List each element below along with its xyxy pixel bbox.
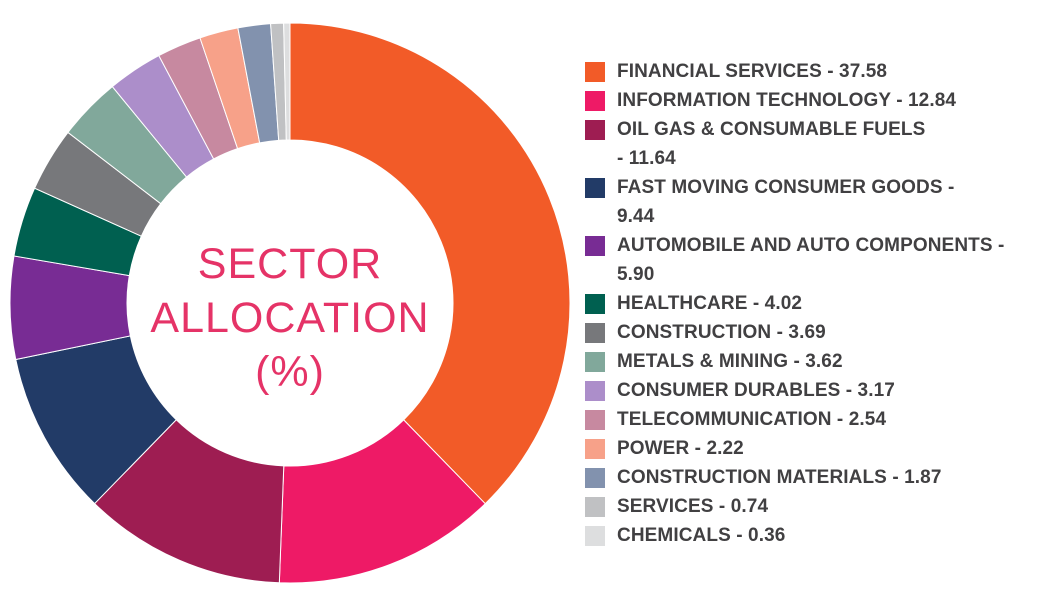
- legend-label: POWER - 2.22: [617, 434, 744, 463]
- legend-label: FINANCIAL SERVICES - 37.58: [617, 57, 887, 86]
- legend-color-swatch: [585, 497, 605, 517]
- legend-label-line: CHEMICALS - 0.36: [617, 525, 786, 546]
- legend-label: SERVICES - 0.74: [617, 492, 768, 521]
- legend-color-swatch: [585, 468, 605, 488]
- donut-chart-area: SECTOR ALLOCATION (%): [9, 22, 571, 584]
- legend-label: INFORMATION TECHNOLOGY - 12.84: [617, 86, 956, 115]
- legend-color-swatch: [585, 323, 605, 343]
- legend-color-swatch: [585, 178, 605, 198]
- legend-color-swatch: [585, 410, 605, 430]
- legend-label-line: OIL GAS & CONSUMABLE FUELS: [617, 119, 926, 140]
- legend-label: METALS & MINING - 3.62: [617, 347, 843, 376]
- legend-label-line: 9.44: [617, 206, 655, 227]
- legend-color-swatch: [585, 236, 605, 256]
- legend-color-swatch: [585, 439, 605, 459]
- legend: FINANCIAL SERVICES - 37.58 INFORMATION T…: [585, 57, 1037, 550]
- legend-label: CONSTRUCTION - 3.69: [617, 318, 826, 347]
- legend-item-financial-services: FINANCIAL SERVICES - 37.58: [585, 57, 1037, 86]
- legend-label-line: TELECOMMUNICATION - 2.54: [617, 409, 887, 430]
- legend-label-line: CONSUMER DURABLES - 3.17: [617, 380, 895, 401]
- legend-item-information-technology: INFORMATION TECHNOLOGY - 12.84: [585, 86, 1037, 115]
- legend-label-line: CONSTRUCTION - 3.69: [617, 322, 826, 343]
- legend-label: FAST MOVING CONSUMER GOODS - 9.44: [617, 173, 954, 231]
- legend-label-line: 5.90: [617, 264, 655, 285]
- legend-item-power: POWER - 2.22: [585, 434, 1037, 463]
- donut-segment-financial-services: [289, 22, 571, 505]
- legend-item-fast-moving-consumer-goods: FAST MOVING CONSUMER GOODS - 9.44: [585, 173, 1037, 231]
- legend-color-swatch: [585, 62, 605, 82]
- legend-item-consumer-durables: CONSUMER DURABLES - 3.17: [585, 376, 1037, 405]
- legend-item-telecommunication: TELECOMMUNICATION - 2.54: [585, 405, 1037, 434]
- legend-label-line: CONSTRUCTION MATERIALS - 1.87: [617, 467, 942, 488]
- donut-segment-chemicals: [283, 22, 291, 141]
- legend-label: CONSUMER DURABLES - 3.17: [617, 376, 895, 405]
- legend-label-line: POWER - 2.22: [617, 438, 744, 459]
- legend-item-automobile-and-auto-components: AUTOMOBILE AND AUTO COMPONENTS - 5.90: [585, 231, 1037, 289]
- legend-color-swatch: [585, 294, 605, 314]
- legend-label-line: INFORMATION TECHNOLOGY - 12.84: [617, 90, 957, 111]
- legend-item-services: SERVICES - 0.74: [585, 492, 1037, 521]
- legend-label: TELECOMMUNICATION - 2.54: [617, 405, 886, 434]
- legend-color-swatch: [585, 381, 605, 401]
- legend-label-line: FAST MOVING CONSUMER GOODS -: [617, 177, 955, 198]
- legend-item-construction: CONSTRUCTION - 3.69: [585, 318, 1037, 347]
- legend-label-line: METALS & MINING - 3.62: [617, 351, 843, 372]
- legend-label: AUTOMOBILE AND AUTO COMPONENTS - 5.90: [617, 231, 1004, 289]
- legend-item-metals-mining: METALS & MINING - 3.62: [585, 347, 1037, 376]
- legend-label: HEALTHCARE - 4.02: [617, 289, 802, 318]
- legend-label-line: FINANCIAL SERVICES - 37.58: [617, 61, 888, 82]
- legend-label-line: SERVICES - 0.74: [617, 496, 769, 517]
- legend-color-swatch: [585, 352, 605, 372]
- legend-label-line: HEALTHCARE - 4.02: [617, 293, 803, 314]
- legend-color-swatch: [585, 120, 605, 140]
- legend-item-oil-gas-consumable-fuels: OIL GAS & CONSUMABLE FUELS - 11.64: [585, 115, 1037, 173]
- legend-label-line: - 11.64: [617, 148, 676, 169]
- legend-color-swatch: [585, 526, 605, 546]
- legend-item-chemicals: CHEMICALS - 0.36: [585, 521, 1037, 550]
- legend-color-swatch: [585, 91, 605, 111]
- legend-label-line: AUTOMOBILE AND AUTO COMPONENTS -: [617, 235, 1005, 256]
- legend-label: CHEMICALS - 0.36: [617, 521, 785, 550]
- legend-label: CONSTRUCTION MATERIALS - 1.87: [617, 463, 942, 492]
- donut-chart: [9, 22, 571, 584]
- legend-item-healthcare: HEALTHCARE - 4.02: [585, 289, 1037, 318]
- legend-item-construction-materials: CONSTRUCTION MATERIALS - 1.87: [585, 463, 1037, 492]
- legend-label: OIL GAS & CONSUMABLE FUELS - 11.64: [617, 115, 925, 173]
